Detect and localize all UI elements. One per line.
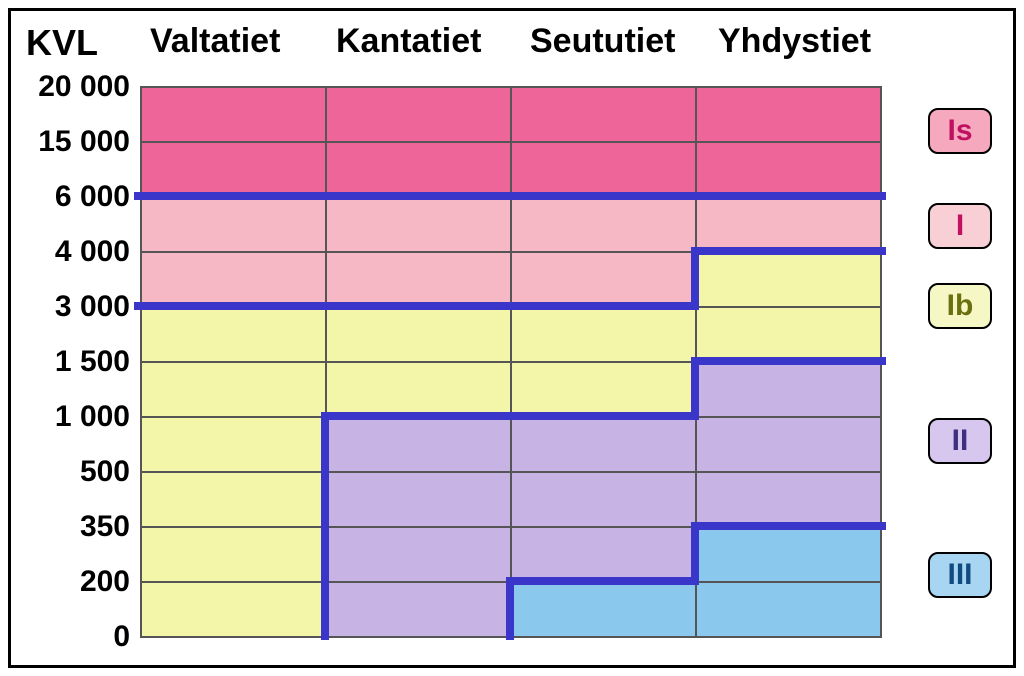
ytick-1500: 1 500 (14, 345, 130, 379)
boundary-ii-iii-v2 (691, 522, 699, 585)
zone-i-b (695, 196, 880, 251)
legend-tab-i: I (928, 203, 992, 249)
col-seututiet: Seututiet (530, 22, 675, 61)
col-valtatiet: Valtatiet (150, 22, 280, 61)
ytick-0: 0 (14, 620, 130, 654)
ytick-1000: 1 000 (14, 400, 130, 434)
legend-tab-ib: Ib (928, 283, 992, 329)
v-grid (510, 86, 512, 638)
boundary-ib-ii-h2 (691, 357, 886, 365)
boundary-ib-ii-v1 (321, 412, 329, 640)
boundary-ii-iii-h2 (691, 522, 886, 530)
col-yhdystiet: Yhdystiet (718, 22, 871, 61)
ytick-3000: 3 000 (14, 290, 130, 324)
v-grid (140, 86, 142, 638)
ytick-4000: 4 000 (14, 235, 130, 269)
boundary-i-ib-v (691, 247, 699, 310)
legend-tab-is: Is (928, 108, 992, 154)
boundary-i-ib-h1 (134, 302, 699, 310)
zone-ii-c (695, 361, 880, 526)
boundary-ii-iii-v1 (506, 577, 514, 640)
ytick-20000: 20 000 (14, 70, 130, 104)
zone-iii-a (510, 581, 695, 636)
ytick-6000: 6 000 (14, 180, 130, 214)
boundary-ib-ii-h1 (321, 412, 699, 420)
col-kantatiet: Kantatiet (336, 22, 481, 61)
boundary-ii-iii-h1 (506, 577, 699, 585)
ytick-350: 350 (14, 510, 130, 544)
ytick-500: 500 (14, 455, 130, 489)
zone-ii-b (510, 416, 695, 581)
legend-tab-ii: II (928, 418, 992, 464)
ytick-200: 200 (14, 565, 130, 599)
boundary-i-ib-h2 (691, 247, 886, 255)
kvl-label: KVL (26, 22, 98, 64)
boundary-ib-ii-v2 (691, 357, 699, 420)
boundary-is-i (134, 192, 886, 200)
legend-tab-iii: III (928, 552, 992, 598)
ytick-15000: 15 000 (14, 125, 130, 159)
plot-area (140, 86, 880, 636)
